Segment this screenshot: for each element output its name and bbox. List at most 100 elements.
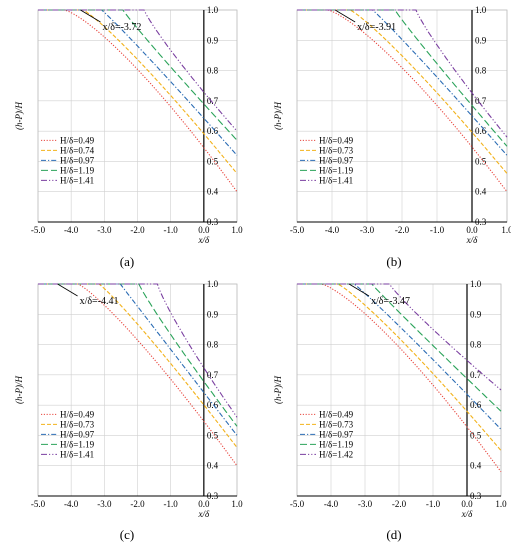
legend: H/δ=0.49H/δ=0.73H/δ=0.97H/δ=1.19H/δ=1.42 [300, 409, 354, 459]
y-tick-label: 1.0 [475, 5, 487, 15]
annotation-label: x/δ=-3.47 [371, 296, 410, 307]
y-tick-label: 0.6 [475, 126, 487, 136]
x-tick-label: -3.0 [360, 225, 375, 235]
series-line-2 [38, 9, 238, 156]
y-tick-label: 0.7 [470, 370, 482, 380]
x-tick-label: 1.0 [231, 499, 243, 509]
series-line-1 [297, 9, 508, 174]
chart-panel-3: -5.0 -4.0 -3.0 -2.0 -1.0 0.0 1.0 0.3 0.4 0.5 0.6 0.… [273, 279, 507, 542]
legend-entry: H/δ=1.42 [319, 449, 353, 459]
panel-label: (b) [386, 254, 401, 269]
y-tick-label: 0.7 [475, 96, 487, 106]
annotation-leader [334, 9, 356, 23]
annotation-label: x/δ=-3.91 [357, 22, 396, 33]
y-tick-label: 0.9 [470, 309, 482, 319]
panel-label: (c) [120, 527, 134, 542]
y-tick-label: 0.9 [207, 35, 219, 45]
legend-entry: H/δ=1.19 [60, 165, 95, 175]
legend-entry: H/δ=0.97 [60, 155, 95, 165]
x-axis-label: x/δ [461, 509, 473, 519]
legend-entry: H/δ=0.49 [319, 135, 354, 145]
series-line-0 [297, 9, 508, 193]
legend-entry: H/δ=1.19 [319, 439, 354, 449]
x-tick-label: -2.0 [130, 225, 145, 235]
chart-panel-0: -5.0 -4.0 -3.0 -2.0 -1.0 0.0 1.0 0.3 0.4 0.5 0.6 0.… [14, 5, 243, 269]
y-axis-label: (h-P)/H [273, 376, 283, 404]
legend-entry: H/δ=0.73 [60, 419, 95, 429]
series-line-2 [297, 9, 508, 156]
series-line-2 [297, 283, 502, 430]
annotation-leader [348, 283, 370, 297]
y-tick-label: 0.4 [207, 461, 219, 471]
x-axis-label: x/δ [466, 235, 478, 245]
y-tick-label: 0.5 [470, 430, 482, 440]
x-tick-label: 1.0 [495, 499, 507, 509]
legend-entry: H/δ=1.19 [60, 439, 95, 449]
series-line-3 [38, 283, 238, 427]
x-tick-label: 0.0 [461, 499, 473, 509]
legend-entry: H/δ=0.97 [319, 155, 354, 165]
series-line-0 [38, 9, 238, 193]
y-tick-label: 0.8 [207, 66, 219, 76]
panel-label: (d) [386, 527, 401, 542]
x-axis-label: x/δ [197, 509, 209, 519]
y-tick-label: 0.5 [475, 156, 487, 166]
x-tick-label: -1.0 [426, 499, 441, 509]
x-tick-label: -2.0 [392, 499, 407, 509]
x-tick-label: 0.0 [198, 499, 210, 509]
x-tick-label: -5.0 [31, 499, 46, 509]
y-tick-label: 0.6 [207, 400, 219, 410]
series-line-3 [297, 9, 508, 147]
series-line-3 [38, 9, 238, 141]
y-tick-label: 0.4 [207, 187, 219, 197]
x-tick-label: -3.0 [97, 225, 112, 235]
x-tick-label: -2.0 [395, 225, 410, 235]
legend: H/δ=0.49H/δ=0.73H/δ=0.97H/δ=1.19H/δ=1.41 [300, 135, 354, 185]
x-tick-label: -3.0 [358, 499, 373, 509]
series-line-3 [297, 283, 502, 412]
legend-entry: H/δ=1.41 [319, 175, 353, 185]
chart-panel-1: -5.0 -4.0 -3.0 -2.0 -1.0 0.0 1.0 0.3 0.4 0.5 0.6 0.… [273, 5, 511, 269]
series-line-0 [38, 283, 238, 467]
x-tick-label: -3.0 [97, 499, 112, 509]
legend-entry: H/δ=0.73 [319, 145, 354, 155]
legend-entry: H/δ=0.97 [60, 429, 95, 439]
legend-entry: H/δ=1.19 [319, 165, 354, 175]
x-tick-label: 1.0 [231, 225, 243, 235]
y-tick-label: 0.7 [207, 370, 219, 380]
x-tick-label: -5.0 [290, 499, 305, 509]
legend: H/δ=0.49H/δ=0.74H/δ=0.97H/δ=1.19H/δ=1.41 [41, 135, 95, 185]
panel-label: (a) [120, 254, 134, 269]
x-tick-label: -4.0 [64, 225, 79, 235]
y-tick-label: 0.3 [475, 217, 487, 227]
y-tick-label: 0.8 [207, 340, 219, 350]
series-line-1 [38, 283, 238, 448]
legend-entry: H/δ=1.41 [60, 175, 94, 185]
x-tick-label: -1.0 [164, 225, 179, 235]
x-tick-label: -1.0 [164, 499, 179, 509]
x-tick-label: -4.0 [325, 225, 340, 235]
x-tick-label: 0.0 [198, 225, 210, 235]
series-line-1 [38, 9, 238, 174]
y-tick-label: 0.8 [475, 66, 487, 76]
legend: H/δ=0.49H/δ=0.73H/δ=0.97H/δ=1.19H/δ=1.41 [41, 409, 95, 459]
x-tick-label: -5.0 [31, 225, 46, 235]
y-tick-label: 0.4 [470, 461, 482, 471]
series-line-4 [297, 283, 502, 391]
series-line-2 [38, 283, 238, 436]
y-tick-label: 0.9 [475, 35, 487, 45]
annotation-label: x/δ=-3.72 [102, 22, 141, 33]
annotation-label: x/δ=-4.41 [80, 296, 119, 307]
y-tick-label: 0.5 [207, 430, 219, 440]
x-tick-label: 0.0 [466, 225, 478, 235]
chart-panel-2: -5.0 -4.0 -3.0 -2.0 -1.0 0.0 1.0 0.3 0.4 0.5 0.6 0.… [14, 279, 243, 542]
annotation-leader [80, 9, 101, 23]
x-tick-label: -5.0 [290, 225, 305, 235]
series-line-1 [297, 283, 502, 451]
y-tick-label: 0.6 [470, 400, 482, 410]
y-tick-label: 1.0 [207, 279, 219, 289]
y-tick-label: 1.0 [207, 5, 219, 15]
y-tick-label: 0.4 [475, 187, 487, 197]
y-tick-label: 0.5 [207, 156, 219, 166]
